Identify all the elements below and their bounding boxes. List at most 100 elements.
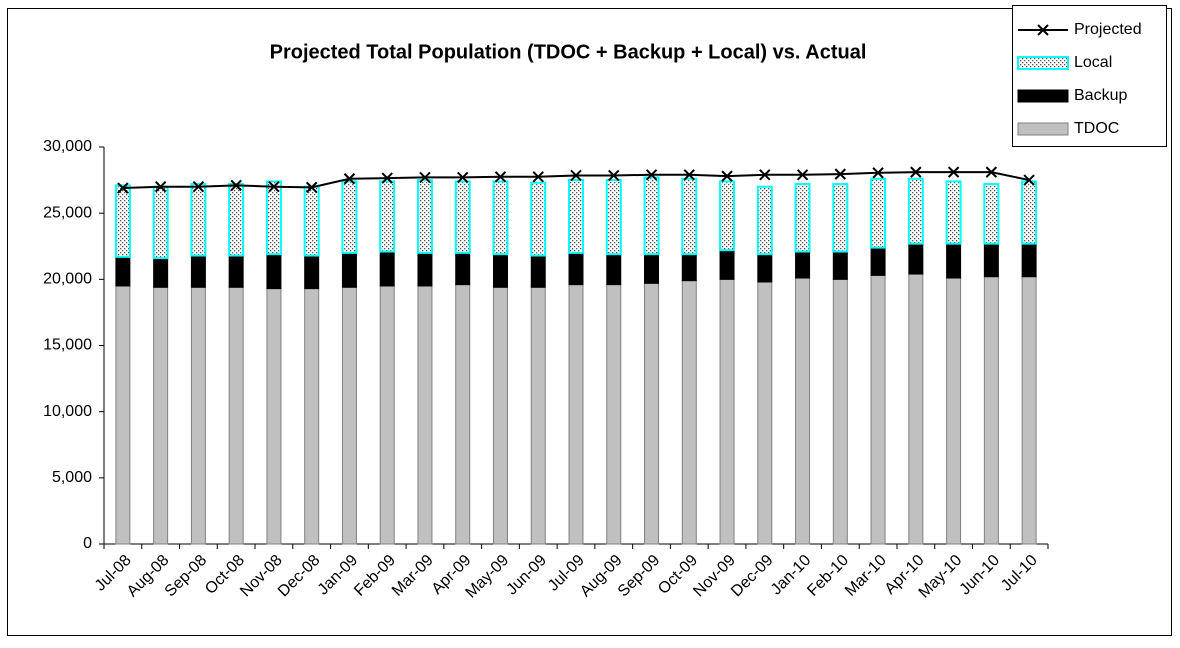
bar-segment xyxy=(416,179,433,254)
bar-segment xyxy=(530,255,546,288)
bar-segment xyxy=(832,183,849,253)
bar-segment xyxy=(303,185,320,257)
projected-marker xyxy=(985,166,998,178)
projected-marker xyxy=(268,180,280,193)
projected-marker xyxy=(721,170,733,182)
bar-segment xyxy=(606,253,622,286)
bar-segment xyxy=(266,288,282,545)
y-tick-label: 30,000 xyxy=(43,138,92,155)
bar-segment xyxy=(795,251,811,279)
bar-segment xyxy=(417,252,433,287)
bar-segment xyxy=(644,253,660,284)
bar-segment xyxy=(568,179,584,254)
projected-marker xyxy=(1023,174,1035,186)
y-tick-label: 20,000 xyxy=(43,271,92,288)
legend-swatch xyxy=(1017,56,1069,70)
bar-segment xyxy=(908,243,924,275)
legend-label: Projected xyxy=(1074,21,1142,38)
bar-segment xyxy=(379,251,395,287)
bar-segment xyxy=(568,252,584,286)
bar-segment xyxy=(455,252,471,286)
bar-segment xyxy=(454,180,471,254)
y-tick-label: 10,000 xyxy=(43,403,92,420)
y-tick-label: 15,000 xyxy=(43,337,92,354)
bar-segment xyxy=(265,180,282,256)
bar-segment xyxy=(417,285,433,545)
bar-segment xyxy=(304,255,320,290)
y-tick-label: 25,000 xyxy=(43,204,92,221)
bar-segment xyxy=(983,183,1000,245)
bar-segment xyxy=(719,180,736,252)
bar-segment xyxy=(379,285,395,545)
bar-segment xyxy=(190,286,206,545)
projected-marker xyxy=(834,168,847,180)
bar-segment xyxy=(114,184,131,258)
projected-marker xyxy=(608,169,620,182)
bar-segment xyxy=(492,180,509,256)
bar-segment xyxy=(568,284,584,545)
projected-marker xyxy=(457,171,469,184)
bar-segment xyxy=(832,251,848,280)
projected-marker xyxy=(872,167,884,179)
bar-segment xyxy=(794,183,811,253)
bar-segment xyxy=(870,247,886,276)
bar-segment xyxy=(719,278,735,545)
projected-marker xyxy=(117,182,129,194)
projected-marker xyxy=(419,171,431,184)
projected-marker xyxy=(192,180,205,193)
bar-segment xyxy=(945,180,962,245)
bar-segment xyxy=(190,255,206,288)
bar-segment xyxy=(492,253,508,288)
projected-marker xyxy=(645,169,658,181)
projected-marker xyxy=(910,166,922,178)
bar-segment xyxy=(756,185,773,256)
projected-marker xyxy=(532,171,544,183)
bar-segment xyxy=(643,176,660,256)
bar-segment xyxy=(644,282,660,545)
bar-segment xyxy=(341,252,357,288)
projected-marker xyxy=(570,169,582,182)
bar-segment xyxy=(907,177,924,245)
bar-segment xyxy=(115,256,131,287)
projected-marker xyxy=(947,166,960,178)
bar-segment xyxy=(605,179,622,256)
bar-segment xyxy=(870,177,887,249)
projected-marker xyxy=(683,169,695,181)
legend-label: Backup xyxy=(1074,87,1127,104)
bar-segment xyxy=(228,286,244,545)
bar-segment xyxy=(757,253,773,283)
bar-segment xyxy=(228,255,244,288)
bar-segment xyxy=(266,253,282,290)
legend-swatch xyxy=(1017,89,1069,103)
bar-segment xyxy=(492,286,508,545)
bar-segment xyxy=(719,249,735,280)
bar-segment xyxy=(304,288,320,545)
legend-swatch xyxy=(1017,122,1069,136)
projected-marker xyxy=(759,169,771,181)
legend-label: Local xyxy=(1074,54,1112,71)
y-tick-label: 5,000 xyxy=(52,469,92,486)
bar-segment xyxy=(190,183,207,257)
bar-segment xyxy=(983,243,999,278)
bar-segment xyxy=(379,180,396,253)
bar-segment xyxy=(1021,276,1037,545)
bar-segment xyxy=(1021,243,1037,278)
bar-segment xyxy=(946,243,962,279)
bar-segment xyxy=(341,180,358,254)
bar-segment xyxy=(228,183,245,257)
bar-segment xyxy=(870,274,886,545)
bar-segment xyxy=(1021,180,1038,245)
bar-segment xyxy=(908,273,924,545)
bar-segment xyxy=(983,276,999,545)
legend-label: TDOC xyxy=(1074,120,1119,137)
bar-segment xyxy=(153,286,169,545)
bar-segment xyxy=(606,284,622,545)
projected-marker xyxy=(230,179,242,192)
bar-segment xyxy=(530,181,547,257)
bar-segment xyxy=(795,277,811,545)
bar-segment xyxy=(681,177,698,256)
bar-segment xyxy=(681,280,697,545)
projected-marker xyxy=(381,172,393,184)
bar-segment xyxy=(946,277,962,545)
